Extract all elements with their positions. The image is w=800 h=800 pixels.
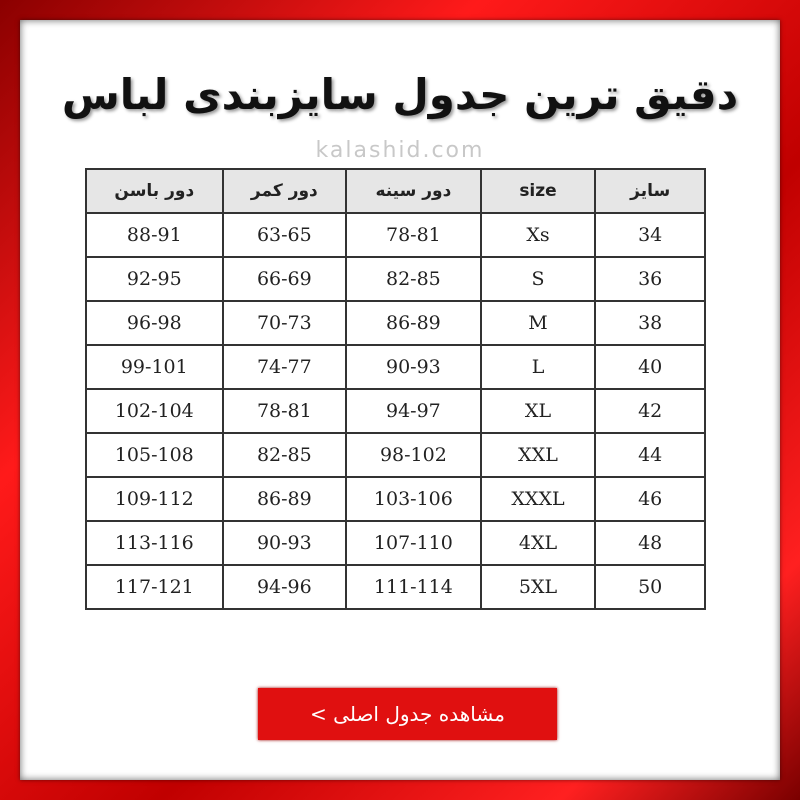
table-cell: 34 xyxy=(594,212,706,258)
table-cell: 78-81 xyxy=(345,212,482,258)
column-header: دور کمر xyxy=(221,168,348,214)
table-cell: 48 xyxy=(594,520,706,566)
table-cell: L xyxy=(479,344,597,390)
table-cell: 94-96 xyxy=(221,564,348,610)
table-row: 44 XXL 98-102 82-85 105-108 xyxy=(85,432,706,478)
table-cell: 96-98 xyxy=(85,300,224,346)
table-cell: 113-116 xyxy=(85,520,224,566)
table-cell: 42 xyxy=(594,388,706,434)
table-cell: 4XL xyxy=(479,520,597,566)
table-row: 46 XXXL 103-106 86-89 109-112 xyxy=(85,476,706,522)
table-cell: 70-73 xyxy=(221,300,348,346)
table-cell: 86-89 xyxy=(345,300,482,346)
table-row: 34 Xs 78-81 63-65 88-91 xyxy=(85,212,706,258)
table-cell: 46 xyxy=(594,476,706,522)
table-cell: XXXL xyxy=(479,476,597,522)
table-row: 38 M 86-89 70-73 96-98 xyxy=(85,300,706,346)
table-cell: 88-91 xyxy=(85,212,224,258)
table-cell: 66-69 xyxy=(221,256,348,302)
table-cell: 82-85 xyxy=(345,256,482,302)
table-cell: 98-102 xyxy=(345,432,482,478)
table-cell: 103-106 xyxy=(345,476,482,522)
table-cell: 50 xyxy=(594,564,706,610)
table-cell: 107-110 xyxy=(345,520,482,566)
watermark: kalashid.com xyxy=(315,138,485,163)
table-cell: 40 xyxy=(594,344,706,390)
table-row: 50 5XL 111-114 94-96 117-121 xyxy=(85,564,706,610)
table-cell: 99-101 xyxy=(85,344,224,390)
table-cell: 90-93 xyxy=(221,520,348,566)
table-cell: 94-97 xyxy=(345,388,482,434)
table-cell: 44 xyxy=(594,432,706,478)
table-row: 36 S 82-85 66-69 92-95 xyxy=(85,256,706,302)
table-row: 48 4XL 107-110 90-93 113-116 xyxy=(85,520,706,566)
column-header: دور سینه xyxy=(345,168,482,214)
table-body: 34 Xs 78-81 63-65 88-91 36 S 82-85 66-69 92-95 38 M… xyxy=(85,212,706,610)
table-cell: 92-95 xyxy=(85,256,224,302)
table-cell: 36 xyxy=(594,256,706,302)
column-header: سایز xyxy=(594,168,706,214)
table-cell: 105-108 xyxy=(85,432,224,478)
table-cell: 109-112 xyxy=(85,476,224,522)
table-cell: XXL xyxy=(479,432,597,478)
table-cell: 74-77 xyxy=(221,344,348,390)
table-cell: 38 xyxy=(594,300,706,346)
view-table-button[interactable]: مشاهده جدول اصلی > xyxy=(258,688,557,740)
column-header: size xyxy=(479,168,597,214)
table-cell: 78-81 xyxy=(221,388,348,434)
table-row: 40 L 90-93 74-77 99-101 xyxy=(85,344,706,390)
table-cell: 82-85 xyxy=(221,432,348,478)
size-table: سایز size دور سینه دور کمر دور باسن 34 Xs 78-8… xyxy=(85,168,706,610)
table-cell: 63-65 xyxy=(221,212,348,258)
table-cell: 117-121 xyxy=(85,564,224,610)
table-cell: Xs xyxy=(479,212,597,258)
header-row: سایز size دور سینه دور کمر دور باسن xyxy=(85,168,706,214)
table-cell: 90-93 xyxy=(345,344,482,390)
table-cell: 86-89 xyxy=(221,476,348,522)
table-cell: 5XL xyxy=(479,564,597,610)
table-cell: XL xyxy=(479,388,597,434)
table-cell: S xyxy=(479,256,597,302)
column-header: دور باسن xyxy=(85,168,224,214)
table-row: 42 XL 94-97 78-81 102-104 xyxy=(85,388,706,434)
table-cell: M xyxy=(479,300,597,346)
table-cell: 111-114 xyxy=(345,564,482,610)
table-cell: 102-104 xyxy=(85,388,224,434)
title: دقیق ترین جدول سایزبندی لباس xyxy=(61,70,739,119)
